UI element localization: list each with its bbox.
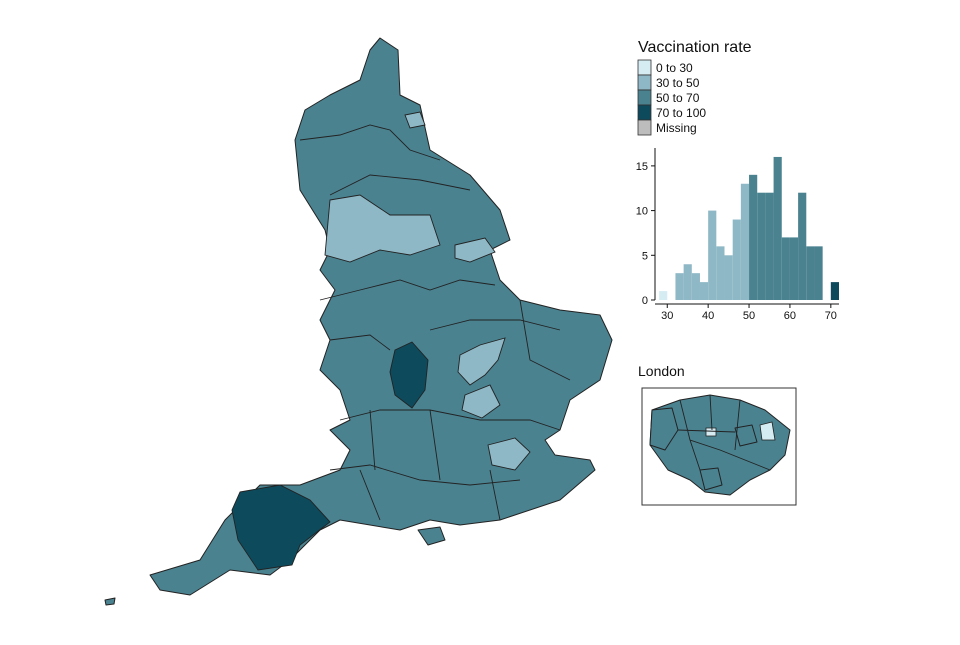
london-borough xyxy=(734,424,758,447)
borough-border xyxy=(677,394,771,471)
hist-bar xyxy=(708,210,717,300)
hist-bar xyxy=(699,282,709,300)
hist-bar xyxy=(798,192,807,300)
hist-bar xyxy=(789,237,799,300)
hist-bar xyxy=(765,192,774,300)
region-light xyxy=(461,384,501,419)
region-light xyxy=(457,337,506,386)
england-outline xyxy=(149,37,613,596)
hist-bar xyxy=(830,282,839,300)
legend-label: 0 to 30 xyxy=(656,61,693,75)
isle xyxy=(417,526,446,546)
legend-label: 70 to 100 xyxy=(656,106,706,120)
x-tick-label: 70 xyxy=(825,310,837,322)
region-light xyxy=(404,111,426,129)
x-tick-label: 30 xyxy=(661,310,673,322)
hist-bar xyxy=(749,174,758,300)
legend-title: Vaccination rate xyxy=(638,39,752,56)
inset-frame xyxy=(641,387,797,506)
england-map xyxy=(104,37,613,606)
region-border xyxy=(319,279,496,301)
london-borough xyxy=(705,427,717,437)
london-borough xyxy=(759,421,776,441)
hist-bar xyxy=(773,156,782,300)
hist-bar xyxy=(683,264,692,300)
region-light xyxy=(487,437,531,471)
hist-bar xyxy=(781,237,790,300)
legend-label: Missing xyxy=(656,121,697,135)
region-border xyxy=(329,174,471,196)
london-borough xyxy=(699,467,723,491)
region-border xyxy=(329,464,521,521)
hist-bar xyxy=(814,246,823,300)
inset-title: London xyxy=(638,363,685,379)
region-light xyxy=(454,237,496,263)
region-border xyxy=(329,299,571,381)
hist-bar xyxy=(716,246,725,300)
hist-bar xyxy=(691,273,700,300)
london-borough xyxy=(649,407,679,451)
hist-bar xyxy=(659,291,668,300)
legend-label: 50 to 70 xyxy=(656,91,700,105)
london-inset xyxy=(641,387,797,506)
histogram: 0 5 10 15 30 40 50 60 70 xyxy=(636,148,839,322)
region-border xyxy=(339,409,561,521)
y-tick-label: 0 xyxy=(642,295,648,307)
hist-bar xyxy=(740,183,750,300)
legend-swatch xyxy=(637,89,652,106)
hist-bar xyxy=(757,192,766,300)
x-tick-label: 60 xyxy=(784,310,796,322)
legend-swatch xyxy=(637,59,652,76)
y-tick-label: 5 xyxy=(642,250,648,262)
hist-bar xyxy=(724,255,733,300)
region-dark xyxy=(389,341,429,409)
legend-swatch xyxy=(637,74,652,91)
region-border xyxy=(299,124,441,161)
isle xyxy=(104,597,116,606)
hist-bar xyxy=(732,219,741,300)
y-tick-label: 15 xyxy=(636,161,648,173)
region-light xyxy=(324,194,441,263)
legend-swatch xyxy=(637,104,652,121)
y-tick-label: 10 xyxy=(636,206,648,218)
hist-bar xyxy=(806,246,815,300)
region-dark xyxy=(231,484,331,571)
x-tick-label: 50 xyxy=(743,310,755,322)
hist-bar xyxy=(675,273,684,300)
x-tick-label: 40 xyxy=(702,310,714,322)
legend-label: 30 to 50 xyxy=(656,76,700,90)
legend-swatch xyxy=(637,119,652,136)
